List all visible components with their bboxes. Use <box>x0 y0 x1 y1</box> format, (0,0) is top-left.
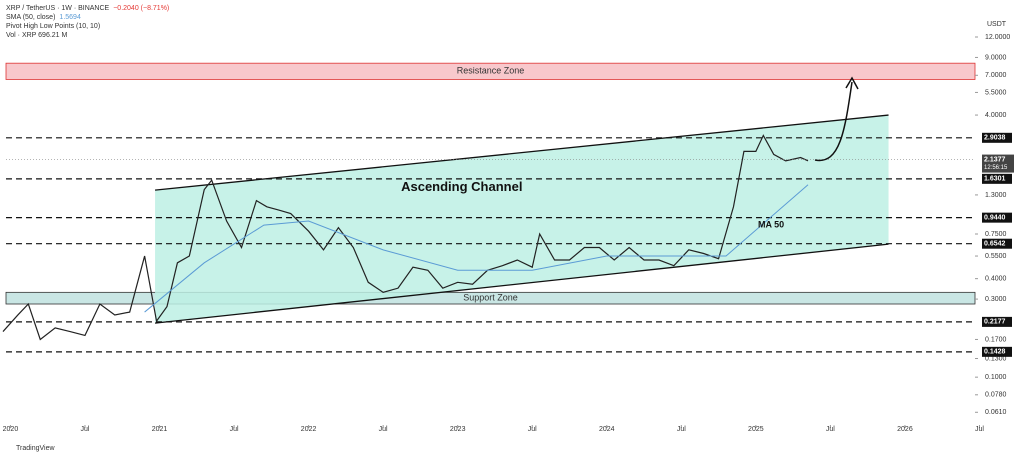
y-tick-label: 0.5500 <box>985 253 1007 260</box>
sma-name: SMA (50, close) <box>6 14 56 21</box>
level-label: 2.9038 <box>984 135 1006 142</box>
y-tick-label: 0.0780 <box>985 392 1007 399</box>
channel-lower <box>154 243 889 324</box>
x-tick-label: 2026 <box>897 426 913 433</box>
last-price-label: 2.1377 <box>984 156 1006 163</box>
arrow-head <box>845 76 859 90</box>
level-box <box>982 346 1012 357</box>
y-tick-label: 0.1300 <box>985 355 1007 362</box>
sma-value: 1.5694 <box>59 14 81 21</box>
zone-label: Resistance Zone <box>457 66 525 76</box>
y-tick-label: 9.0000 <box>985 54 1007 61</box>
x-tick-label: Jul <box>230 426 239 433</box>
symbol: XRP / TetherUS · 1W · BINANCE <box>6 5 110 12</box>
change: −0.2040 (−8.71%) <box>113 5 170 12</box>
level-label: 1.6301 <box>984 176 1006 183</box>
level-label: 0.6542 <box>984 241 1006 248</box>
x-tick-label: 2022 <box>301 426 317 433</box>
sma-line <box>144 184 809 313</box>
y-tick-label: 0.3000 <box>985 296 1007 303</box>
y-tick-label: 0.0610 <box>985 409 1007 416</box>
legend-row: SMA (50, close) 1.5694 <box>6 13 169 22</box>
countdown: 12:56:15 <box>984 165 1008 171</box>
currency: USDT <box>987 21 1007 28</box>
x-tick-label: Jul <box>677 426 686 433</box>
y-tick-label: 0.1000 <box>985 374 1007 381</box>
y-tick-label: 0.1700 <box>985 336 1007 343</box>
y-tick-label: 12.0000 <box>985 34 1010 41</box>
last-price-box <box>982 154 1014 173</box>
level-box <box>982 132 1012 143</box>
x-tick-label: Jul <box>975 426 984 433</box>
x-tick-label: 2020 <box>3 426 19 433</box>
zone-label: Support Zone <box>463 293 518 303</box>
x-tick-label: Jul <box>81 426 90 433</box>
level-box <box>982 238 1012 249</box>
y-tick-label: 1.3000 <box>985 192 1007 199</box>
level-label: 0.9440 <box>984 214 1006 221</box>
x-tick-label: Jul <box>528 426 537 433</box>
zone <box>5 62 976 80</box>
channel-fill <box>155 115 889 324</box>
channel-label: Ascending Channel <box>401 179 522 194</box>
projection-arrow <box>814 81 853 162</box>
legend-row: Pivot High Low Points (10, 10) <box>6 23 101 30</box>
y-tick-label: 4.0000 <box>985 112 1007 119</box>
y-tick-label: 5.5000 <box>985 89 1007 96</box>
level-label: 0.1428 <box>984 349 1006 356</box>
level-box <box>982 212 1012 223</box>
channel-upper <box>154 114 889 191</box>
x-tick-label: 2024 <box>599 426 615 433</box>
x-tick-label: 2021 <box>152 426 168 433</box>
legend: XRP / TetherUS · 1W · BINANCE −0.2040 (−8… <box>6 4 169 40</box>
level-box <box>982 316 1012 327</box>
y-tick-label: 0.7500 <box>985 231 1007 238</box>
y-tick-label: 0.4000 <box>985 276 1007 283</box>
ma-label: MA 50 <box>758 219 784 229</box>
level-label: 0.2177 <box>984 319 1006 326</box>
x-tick-label: Jul <box>379 426 388 433</box>
x-tick-label: 2025 <box>748 426 764 433</box>
x-tick-label: 2023 <box>450 426 466 433</box>
zone <box>5 291 976 305</box>
x-tick-label: Jul <box>826 426 835 433</box>
brand: TradingView <box>16 445 55 452</box>
y-tick-label: 7.0000 <box>985 72 1007 79</box>
level-box <box>982 173 1012 184</box>
legend-row: XRP / TetherUS · 1W · BINANCE −0.2040 (−8… <box>6 4 169 13</box>
legend-row: Vol · XRP 696.21 M <box>6 32 68 39</box>
price-line <box>2 134 809 341</box>
